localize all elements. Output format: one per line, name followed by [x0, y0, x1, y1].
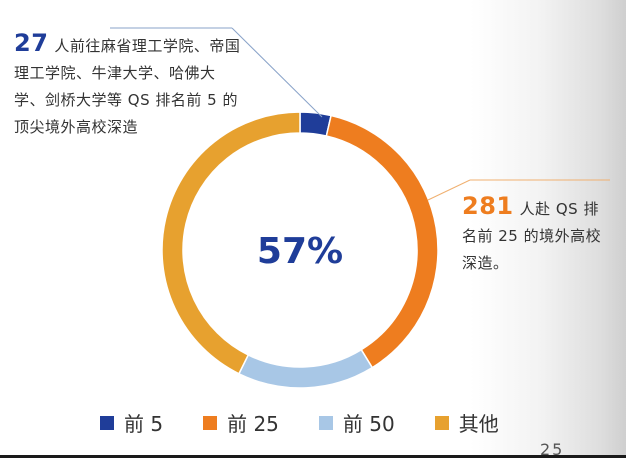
- legend-item-2: 前 25: [203, 408, 279, 437]
- leader-line-right: [427, 179, 471, 201]
- legend-swatch: [100, 415, 114, 430]
- annotation-top-number: 27: [14, 29, 49, 57]
- legend-swatch: [434, 415, 449, 430]
- annotation-top-text: 人前往麻省理工学院、帝国理工学院、牛津大学、哈佛大学、剑桥大学等 QS 排名前 …: [14, 37, 241, 136]
- slice-3: [237, 348, 374, 389]
- legend-swatch: [318, 415, 333, 430]
- annotation-right-text: 人赴 QS 排名前 25 的境外高校深造。: [462, 200, 602, 272]
- legend-item-1: 前 5: [100, 408, 163, 437]
- annotation-top: 27 人前往麻省理工学院、帝国理工学院、牛津大学、哈佛大学、剑桥大学等 QS 排名…: [14, 30, 244, 141]
- annotation-right-number: 281: [462, 192, 514, 220]
- page-number: 25: [540, 440, 565, 459]
- center-label: 57%: [257, 231, 343, 272]
- donut-slices: [161, 111, 439, 389]
- legend-item-4: 其他: [434, 408, 499, 437]
- bottom-rule: [0, 455, 626, 458]
- annotation-right: 281 人赴 QS 排名前 25 的境外高校深造。: [462, 193, 612, 277]
- legend-swatch: [203, 415, 218, 430]
- slice-4: [161, 111, 301, 375]
- legend-label: 前 5: [124, 412, 164, 436]
- chart-legend: 前 5 前 25 前 50 其他: [100, 408, 539, 437]
- leader-line-top-diagonal: [231, 27, 323, 118]
- legend-label: 前 25: [227, 412, 279, 436]
- legend-label: 前 50: [342, 412, 395, 436]
- legend-item-3: 前 50: [318, 408, 395, 437]
- legend-label: 其他: [458, 412, 499, 436]
